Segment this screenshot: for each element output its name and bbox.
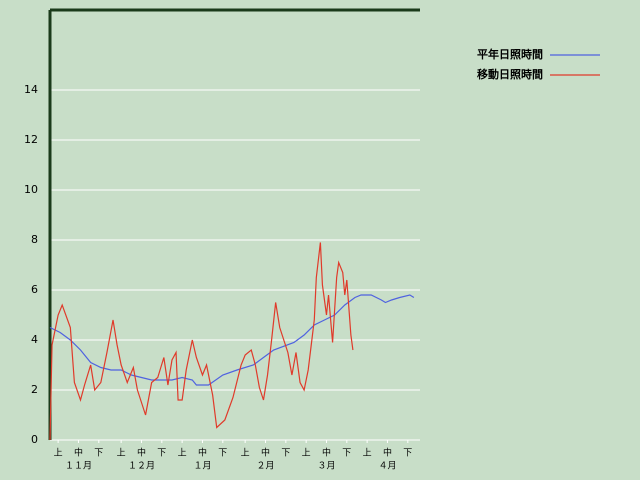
y-tick-label: 12 — [24, 133, 38, 146]
x-tick-label: 上 — [302, 448, 311, 459]
y-tick-label: 14 — [24, 83, 38, 96]
month-label: １１月 — [65, 461, 92, 472]
series-line — [49, 294, 415, 386]
x-tick-label: 中 — [137, 447, 146, 459]
y-tick-label: 10 — [24, 183, 38, 196]
y-tick-label: 4 — [31, 333, 38, 346]
x-tick-label: 下 — [403, 449, 412, 459]
x-tick-label: 中 — [198, 447, 207, 459]
x-tick-label: 中 — [74, 447, 83, 459]
month-label: １月 — [193, 461, 211, 472]
y-tick-label: 8 — [31, 233, 38, 246]
month-label: ３月 — [317, 461, 335, 472]
month-label: ４月 — [378, 461, 396, 472]
x-tick-label: 上 — [363, 448, 372, 459]
x-tick-label: 中 — [383, 447, 392, 459]
x-tick-label: 上 — [178, 448, 187, 459]
month-label: １２月 — [128, 461, 155, 472]
legend-label: 平年日照時間 — [477, 47, 543, 61]
legend-label: 移動日照時間 — [477, 67, 543, 81]
x-tick-label: 下 — [218, 449, 227, 459]
y-tick-label: 2 — [31, 383, 38, 396]
x-tick-label: 下 — [157, 449, 166, 459]
x-tick-label: 上 — [241, 448, 250, 459]
series-line — [49, 242, 354, 441]
x-tick-label: 中 — [322, 447, 331, 459]
x-tick-label: 上 — [117, 448, 126, 459]
x-tick-label: 下 — [342, 449, 351, 459]
month-label: ２月 — [256, 461, 274, 472]
y-tick-label: 0 — [31, 433, 38, 446]
x-tick-label: 中 — [261, 447, 270, 459]
x-tick-label: 下 — [94, 449, 103, 459]
x-tick-label: 下 — [281, 449, 290, 459]
y-tick-label: 6 — [31, 283, 38, 296]
x-tick-label: 上 — [54, 448, 63, 459]
